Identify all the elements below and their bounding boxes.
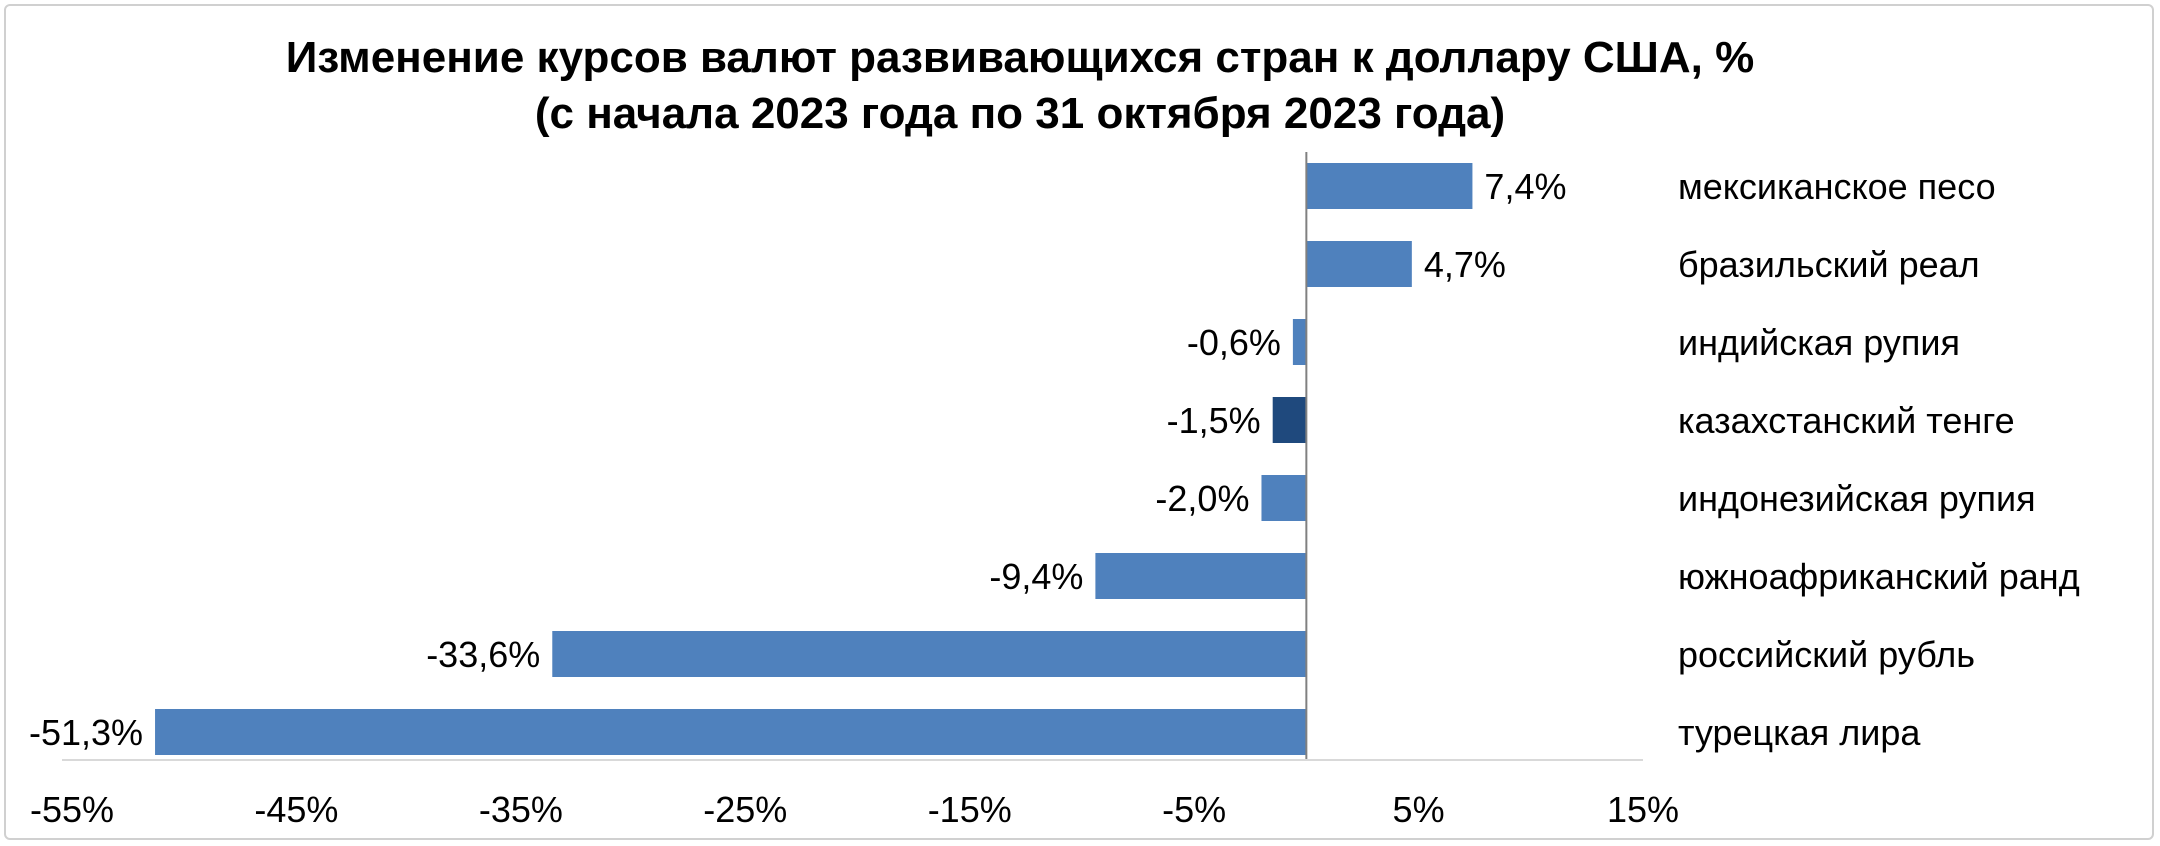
data-label-2: 4,7%: [1424, 244, 1506, 285]
data-label-3: -0,6%: [1187, 322, 1281, 363]
category-labels-group: мексиканское песо бразильский реал индийск…: [1678, 166, 2080, 753]
category-label-7: российский рубль: [1678, 634, 1975, 675]
data-labels-group: 7,4% 4,7% -0,6% -1,5% -2,0% -9,4% -33,6% -51,3%: [29, 166, 1567, 753]
category-label-5: индонезийская рупия: [1678, 478, 2036, 519]
x-tick-labels-group: -55% -45% -35% -25% -15% -5% 5% 15%: [30, 789, 1679, 830]
data-label-1: 7,4%: [1484, 166, 1566, 207]
axes-group: [62, 152, 1643, 761]
chart-title-block: Изменение курсов валют развивающихся стр…: [0, 30, 2040, 142]
x-tick-label-8: 15%: [1607, 789, 1679, 830]
chart-frame: [4, 4, 2154, 840]
bar-7: [552, 631, 1307, 677]
bar-4: [1272, 397, 1307, 443]
category-label-4: казахстанский тенге: [1678, 400, 2015, 441]
category-label-3: индийская рупия: [1678, 322, 1960, 363]
category-label-1: мексиканское песо: [1678, 166, 1996, 207]
x-tick-label-4: -25%: [703, 789, 787, 830]
data-label-4: -1,5%: [1167, 400, 1261, 441]
category-label-8: турецкая лира: [1678, 712, 1921, 753]
x-tick-label-6: -5%: [1162, 789, 1226, 830]
category-label-2: бразильский реал: [1678, 244, 1980, 285]
bar-2: [1306, 241, 1412, 287]
x-tick-label-1: -55%: [30, 789, 114, 830]
data-label-5: -2,0%: [1155, 478, 1249, 519]
bar-5: [1261, 475, 1307, 521]
bars-group: [155, 163, 1473, 755]
x-tick-label-2: -45%: [254, 789, 338, 830]
x-tick-label-3: -35%: [479, 789, 563, 830]
bar-6: [1095, 553, 1307, 599]
chart-title: Изменение курсов валют развивающихся стр…: [285, 33, 1755, 82]
bar-1: [1306, 163, 1473, 209]
x-tick-label-7: 5%: [1393, 789, 1445, 830]
data-label-6: -9,4%: [989, 556, 1083, 597]
data-label-7: -33,6%: [426, 634, 540, 675]
data-label-8: -51,3%: [29, 712, 143, 753]
chart-subtitle: (с начала 2023 года по 31 октября 2023 г…: [534, 89, 1506, 138]
bar-8: [155, 709, 1307, 755]
x-tick-label-5: -15%: [928, 789, 1012, 830]
category-label-6: южноафриканский ранд: [1678, 556, 2080, 597]
bar-3: [1292, 319, 1307, 365]
